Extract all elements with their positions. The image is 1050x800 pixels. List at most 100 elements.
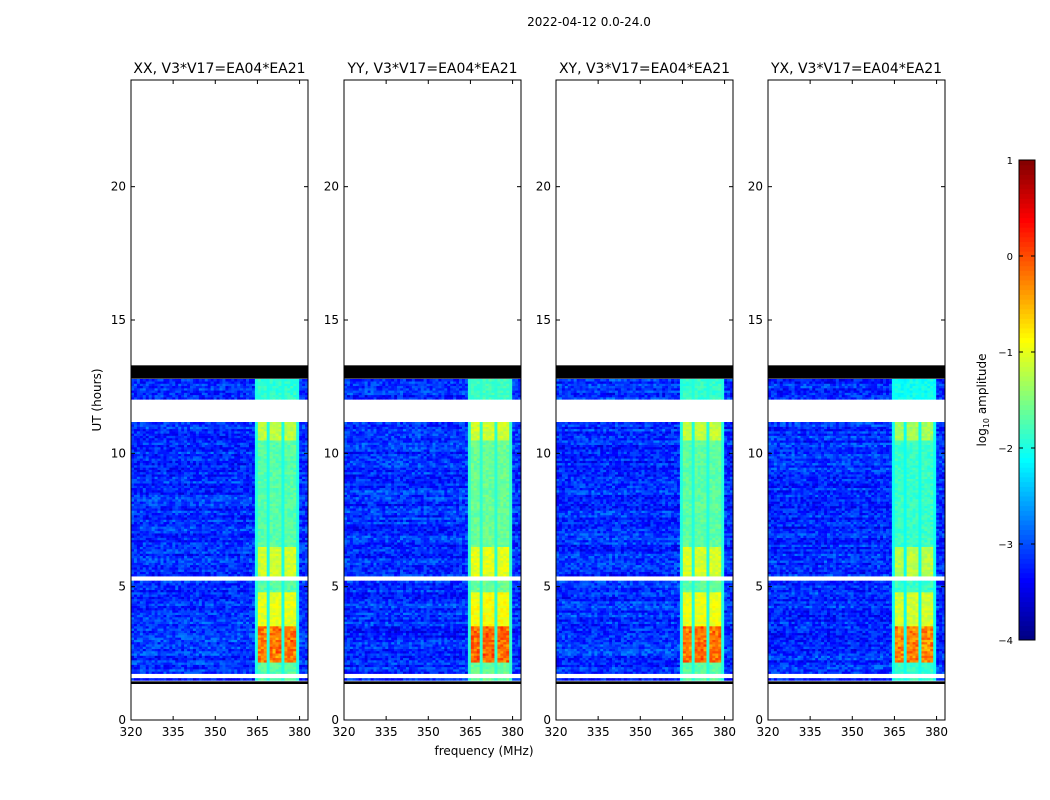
colorbar-tick-label: −3 — [998, 540, 1013, 551]
y-tick-label: 15 — [324, 313, 339, 327]
colorbar-segment — [1019, 232, 1035, 237]
colorbar-segment — [1019, 534, 1035, 539]
panel-title: YX, V3*V17=EA04*EA21 — [770, 61, 942, 77]
flagged-band — [556, 365, 733, 378]
colorbar-segment — [1019, 419, 1035, 424]
y-tick-label: 5 — [331, 580, 339, 594]
y-tick-label: 0 — [543, 713, 551, 727]
colorbar-segment — [1019, 280, 1035, 285]
colorbar-segment — [1019, 342, 1035, 347]
heatmap-cells — [768, 379, 945, 681]
colorbar-segment — [1019, 218, 1035, 223]
colorbar-segment — [1019, 395, 1035, 400]
y-axis-label: UT (hours) — [90, 368, 104, 431]
colorbar-segment — [1019, 357, 1035, 362]
colorbar-segment — [1019, 290, 1035, 295]
x-tick-label: 380 — [925, 725, 948, 739]
colorbar-segment — [1019, 285, 1035, 290]
colorbar-segment — [1019, 160, 1035, 165]
colorbar-segment — [1019, 294, 1035, 299]
x-tick-label: 335 — [799, 725, 822, 739]
colorbar-segment — [1019, 338, 1035, 343]
colorbar-tick-label: 1 — [1007, 156, 1013, 167]
x-tick-label: 365 — [671, 725, 694, 739]
colorbar-tick-label: −1 — [998, 348, 1013, 359]
colorbar-segment — [1019, 549, 1035, 554]
flagged-band — [344, 365, 521, 378]
colorbar-segment — [1019, 626, 1035, 631]
heatmap-cells — [131, 379, 308, 681]
colorbar-segment — [1019, 400, 1035, 405]
y-tick-label: 0 — [331, 713, 339, 727]
colorbar-segment — [1019, 602, 1035, 607]
y-tick-label: 0 — [118, 713, 126, 727]
colorbar-segment — [1019, 184, 1035, 189]
colorbar-segment — [1019, 352, 1035, 357]
colorbar-segment — [1019, 222, 1035, 227]
colorbar-tick-label: −4 — [998, 636, 1013, 647]
flagged-band — [556, 681, 733, 684]
y-tick-label: 15 — [536, 313, 551, 327]
y-tick-label: 10 — [748, 446, 763, 460]
colorbar-segment — [1019, 299, 1035, 304]
colorbar-segment — [1019, 227, 1035, 232]
x-tick-label: 335 — [587, 725, 610, 739]
y-tick-label: 20 — [324, 180, 339, 194]
colorbar-segment — [1019, 414, 1035, 419]
flagged-band — [768, 365, 945, 378]
x-tick-label: 350 — [204, 725, 227, 739]
x-tick-label: 320 — [757, 725, 780, 739]
panel-title: XY, V3*V17=EA04*EA21 — [559, 61, 730, 77]
heatmap-cells — [556, 379, 733, 681]
y-tick-label: 5 — [755, 580, 763, 594]
colorbar-segment — [1019, 198, 1035, 203]
colorbar-segment — [1019, 333, 1035, 338]
colorbar-segment — [1019, 438, 1035, 443]
colorbar-label-base: 10 — [982, 418, 991, 428]
x-tick-label: 365 — [883, 725, 906, 739]
colorbar-segment — [1019, 491, 1035, 496]
x-tick-label: 350 — [417, 725, 440, 739]
colorbar-segment — [1019, 246, 1035, 251]
colorbar-segment — [1019, 170, 1035, 175]
colorbar-segment — [1019, 179, 1035, 184]
y-tick-label: 0 — [755, 713, 763, 727]
colorbar-segment — [1019, 410, 1035, 415]
colorbar-tick-label: −2 — [998, 444, 1013, 455]
colorbar-segment — [1019, 405, 1035, 410]
colorbar-segment — [1019, 381, 1035, 386]
colorbar-segment — [1019, 578, 1035, 583]
colorbar-segment — [1019, 544, 1035, 549]
colorbar-segment — [1019, 323, 1035, 328]
colorbar-segment — [1019, 458, 1035, 463]
colorbar-segment — [1019, 208, 1035, 213]
colorbar-segment — [1019, 237, 1035, 242]
colorbar-segment — [1019, 573, 1035, 578]
y-tick-label: 20 — [748, 180, 763, 194]
colorbar-tick-label: 0 — [1007, 252, 1013, 263]
colorbar-segment — [1019, 261, 1035, 266]
colorbar-segment — [1019, 462, 1035, 467]
colorbar-segment — [1019, 203, 1035, 208]
colorbar-segment — [1019, 213, 1035, 218]
colorbar-segment — [1019, 621, 1035, 626]
colorbar-segment — [1019, 318, 1035, 323]
colorbar-segment — [1019, 611, 1035, 616]
y-tick-label: 10 — [324, 446, 339, 460]
y-tick-label: 5 — [543, 580, 551, 594]
colorbar-segment — [1019, 386, 1035, 391]
y-tick-label: 15 — [748, 313, 763, 327]
y-tick-label: 10 — [536, 446, 551, 460]
x-tick-label: 335 — [375, 725, 398, 739]
colorbar-segment — [1019, 189, 1035, 194]
colorbar-segment — [1019, 472, 1035, 477]
colorbar-segment — [1019, 530, 1035, 535]
x-tick-label: 365 — [459, 725, 482, 739]
colorbar-segment — [1019, 314, 1035, 319]
colorbar-segment — [1019, 525, 1035, 530]
colorbar-segment — [1019, 486, 1035, 491]
colorbar-segment — [1019, 554, 1035, 559]
x-tick-label: 320 — [545, 725, 568, 739]
y-tick-label: 20 — [111, 180, 126, 194]
